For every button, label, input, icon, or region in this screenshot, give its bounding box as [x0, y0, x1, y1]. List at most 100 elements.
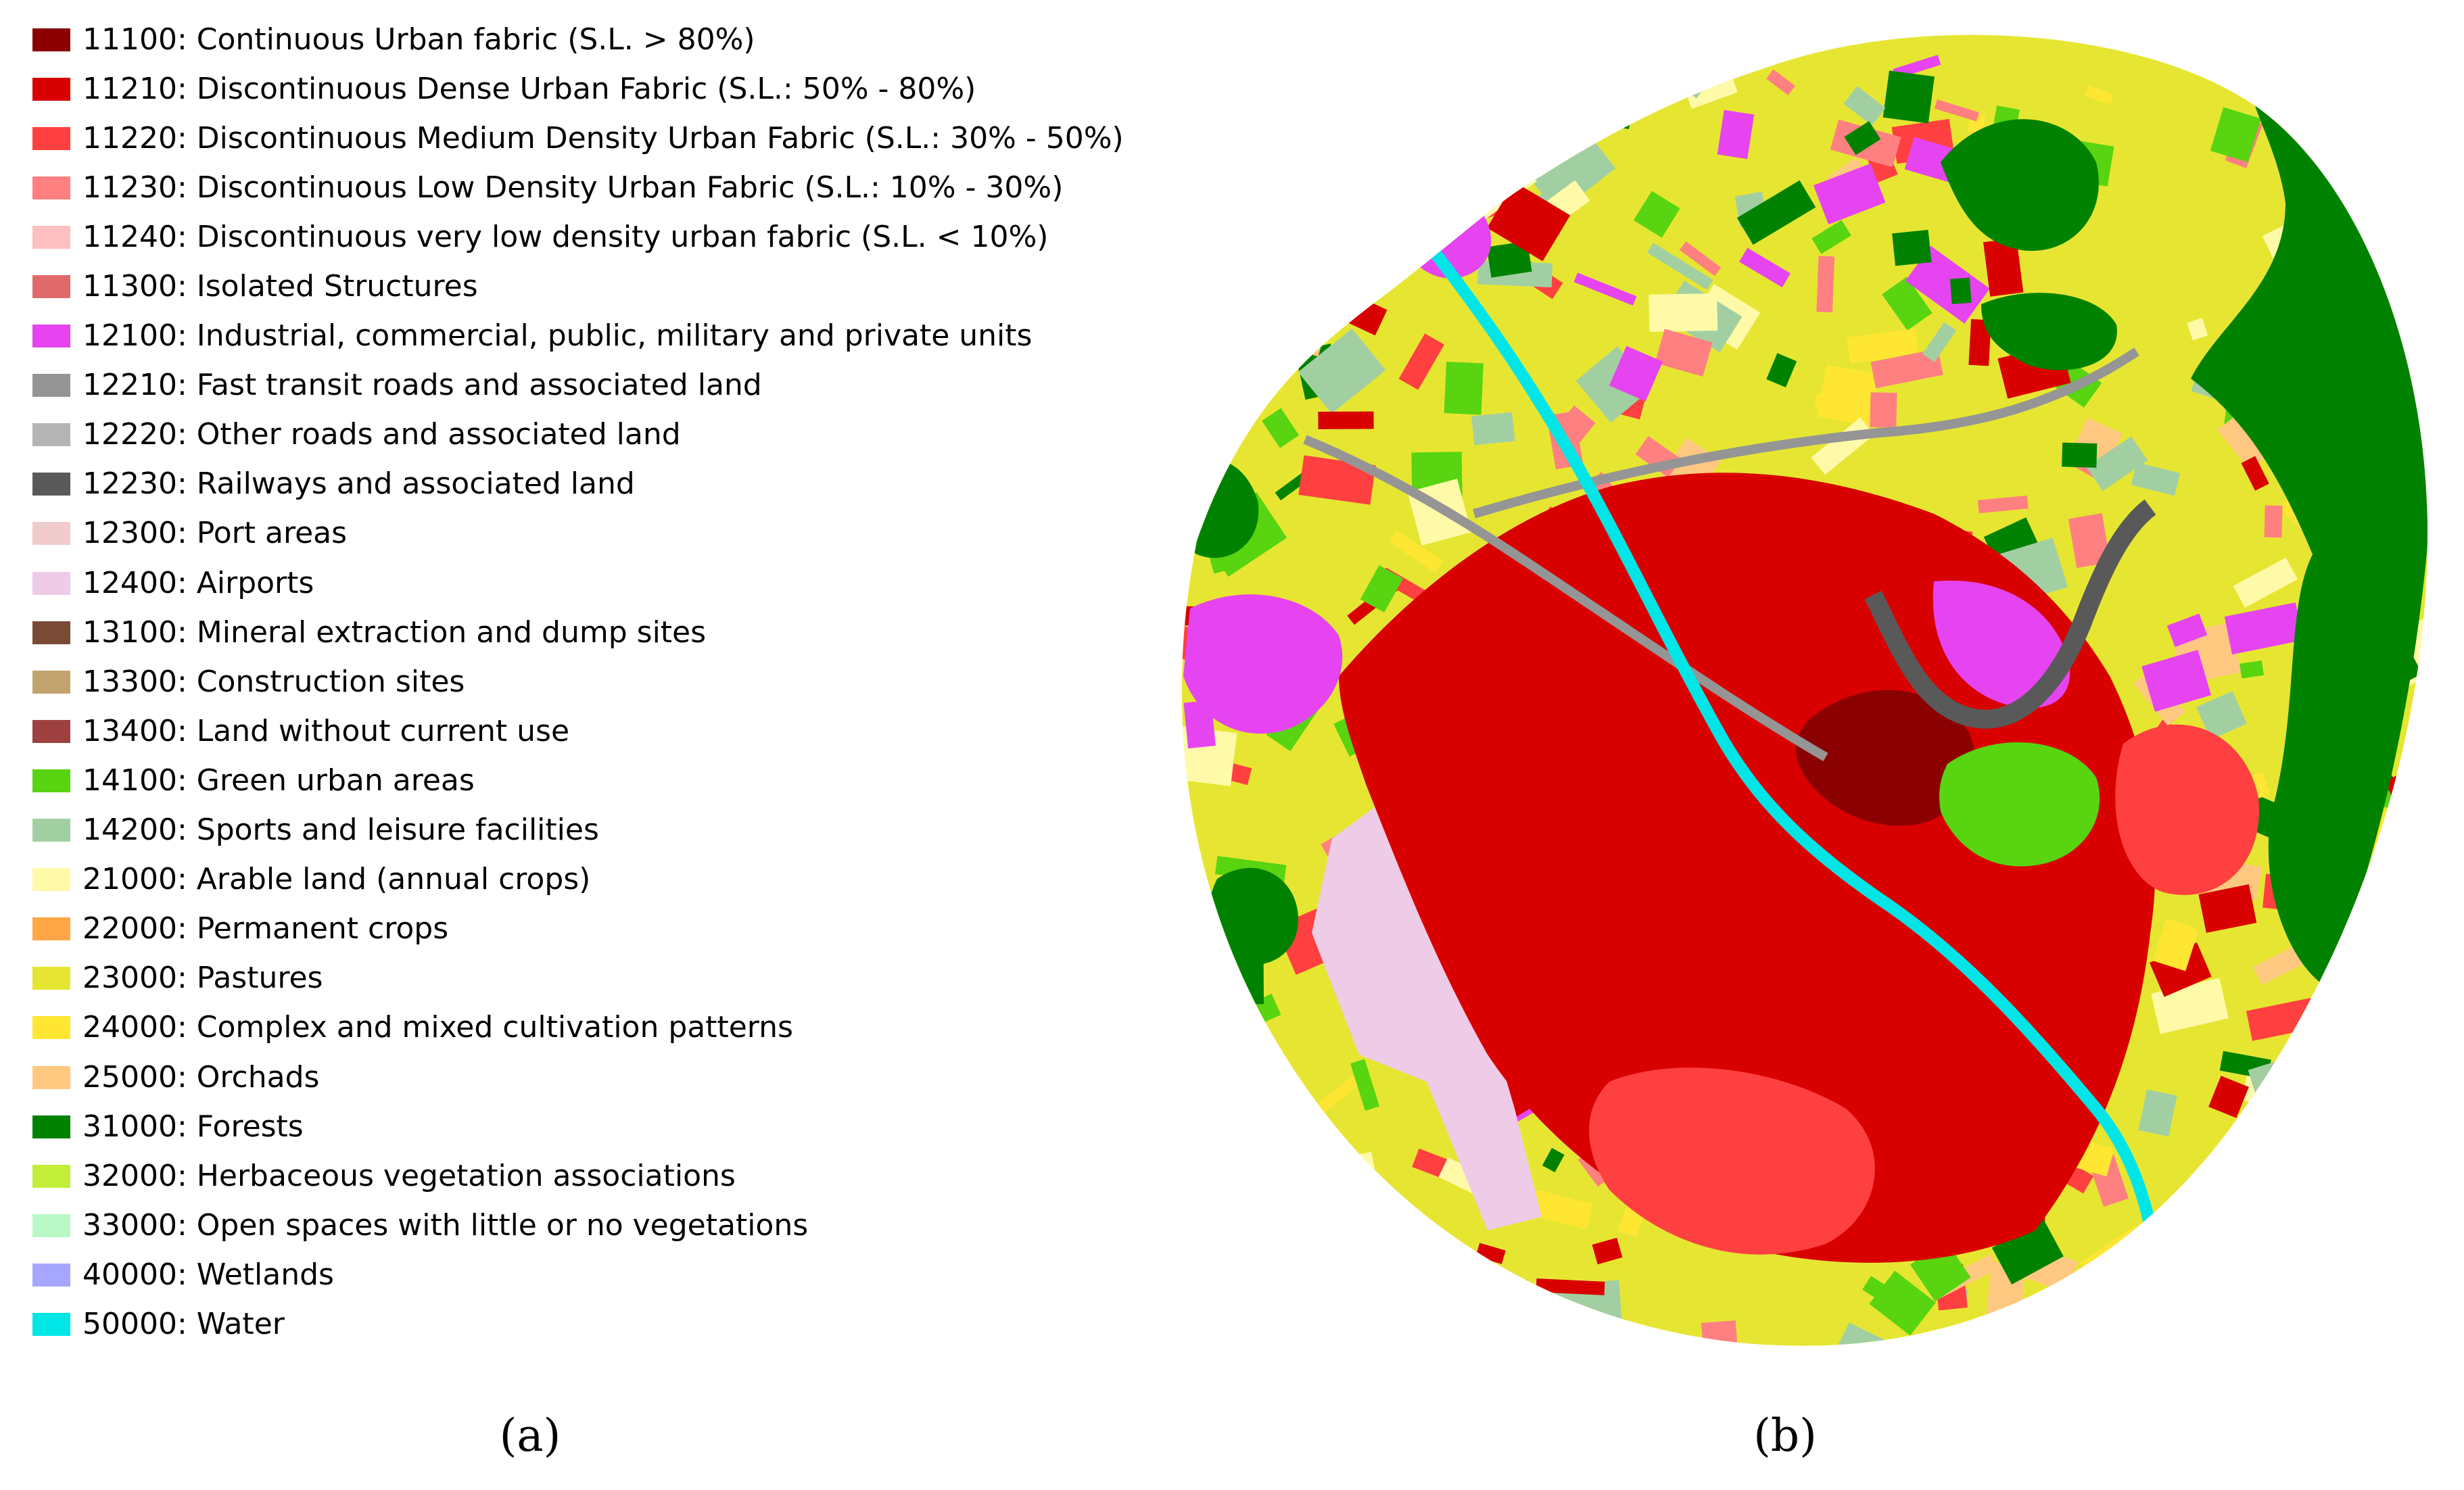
map-patch	[2368, 1124, 2392, 1151]
map-patch	[1499, 114, 1530, 139]
map-patch	[1717, 110, 1755, 160]
map-patch	[1216, 145, 1289, 193]
map-patch	[1736, 180, 1816, 245]
map-patch	[2233, 1196, 2320, 1266]
legend-item: 12230: Railways and associated land	[32, 460, 1148, 509]
map-patch	[1254, 257, 1315, 314]
map-patch	[2263, 1194, 2327, 1256]
map-patch	[2344, 1084, 2411, 1149]
map-patch	[2237, 1120, 2308, 1181]
forest-southwest	[1208, 867, 1298, 965]
legend-label: 33000: Open spaces with little or no veg…	[82, 1207, 809, 1243]
map-patch	[2327, 61, 2372, 99]
map-patch	[1318, 411, 1374, 429]
legend-swatch	[32, 868, 70, 892]
map-patch	[1659, 48, 1690, 87]
map-patch	[1701, 1320, 1740, 1346]
map-patch	[2127, 1293, 2172, 1336]
map-patch	[2131, 462, 2181, 496]
legend-label: 11240: Discontinuous very low density ur…	[82, 219, 1049, 254]
map-patch	[1319, 1282, 1379, 1345]
legend-swatch	[32, 225, 70, 249]
map-patch	[1458, 1255, 1485, 1303]
map-patch	[2234, 1126, 2302, 1199]
legend-swatch	[32, 719, 70, 743]
legend-item: 23000: Pastures	[32, 954, 1148, 1003]
map-patch	[2344, 1218, 2428, 1289]
map-patch	[1475, 1243, 1506, 1264]
map-patch	[1655, 329, 1713, 377]
map-patch	[1307, 256, 1337, 299]
map-patch	[2269, 1274, 2304, 1291]
map-patch	[1500, 1280, 1534, 1313]
map-patch	[2347, 1191, 2386, 1230]
medium-density-south	[1589, 1067, 1875, 1255]
legend-label: 13400: Land without current use	[82, 713, 570, 748]
map-patch	[1869, 1270, 1936, 1336]
map-patch	[1314, 51, 1388, 84]
map-patch	[2187, 318, 2208, 341]
land-use-map	[1136, 0, 2464, 1359]
map-patch	[2338, 1150, 2407, 1182]
map-patch	[1816, 256, 1835, 313]
map-patch	[2062, 442, 2098, 468]
legend-item: 13300: Construction sites	[32, 657, 1148, 706]
map-patch	[1256, 87, 1323, 125]
map-patch	[1389, 530, 1444, 573]
industrial-center	[1933, 580, 2070, 708]
map-patch	[2086, 436, 2148, 491]
legend-item: 25000: Orchads	[32, 1053, 1148, 1102]
map-patch	[1983, 517, 2038, 562]
map-patch	[1220, 1201, 1286, 1257]
legend-label: 12300: Port areas	[82, 516, 348, 551]
legend-item: 31000: Forests	[32, 1102, 1148, 1151]
map-patch	[1333, 103, 1369, 139]
map-patch	[1815, 393, 1837, 410]
map-patch	[2160, 1264, 2199, 1276]
map-patch	[1360, 565, 1403, 613]
legend-swatch	[32, 77, 70, 101]
map-patch	[1311, 1151, 1376, 1188]
map-patch	[1811, 220, 1851, 254]
map-patch	[1463, 34, 1505, 70]
legend-swatch	[32, 1312, 70, 1336]
legend-swatch	[32, 1115, 70, 1138]
map-patch	[1592, 1237, 1623, 1265]
legend-item: 13100: Mineral extraction and dump sites	[32, 608, 1148, 657]
map-patch	[1766, 353, 1797, 388]
map-patch	[2001, 1326, 2037, 1346]
map-patch	[2241, 456, 2269, 491]
map-patch	[1597, 110, 1632, 129]
map-patch	[1633, 191, 1680, 238]
map-patch	[1487, 182, 1571, 262]
legend-label: 40000: Wetlands	[82, 1257, 334, 1292]
map-patch	[2240, 660, 2265, 679]
map-patch	[1181, 967, 1248, 1032]
map-patch	[1307, 1170, 1372, 1216]
map-patch	[1436, 122, 1488, 159]
map-patch	[1766, 69, 1795, 95]
map-patch	[2413, 794, 2428, 856]
map-patch	[1398, 333, 1444, 390]
river	[1354, 158, 2163, 1272]
legend-item: 11240: Discontinuous very low density ur…	[32, 212, 1148, 262]
legend-item: 11300: Isolated Structures	[32, 262, 1148, 311]
legend-swatch	[32, 126, 70, 150]
legend-swatch	[32, 275, 70, 299]
map-clip	[1181, 34, 2428, 1346]
map-patch	[2255, 44, 2298, 96]
map-patch	[2020, 1335, 2079, 1346]
map-patch	[1870, 348, 1943, 389]
map-patch	[2166, 613, 2208, 648]
map-patch	[1289, 1199, 1339, 1232]
map-patch	[2301, 1086, 2342, 1140]
map-patch	[1462, 124, 1506, 165]
map-patch	[2380, 141, 2428, 197]
map-patch	[1216, 54, 1255, 95]
legend-swatch	[32, 423, 70, 447]
legend-label: 12220: Other roads and associated land	[82, 417, 681, 452]
legend-item: 11220: Discontinuous Medium Density Urba…	[32, 114, 1148, 163]
map-patch	[1844, 121, 1881, 155]
map-patch	[1646, 243, 1713, 290]
map-patch	[2085, 85, 2114, 105]
